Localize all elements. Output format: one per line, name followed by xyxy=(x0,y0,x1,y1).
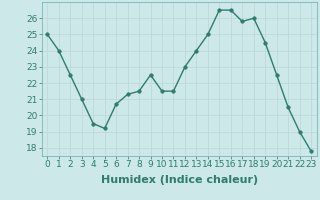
X-axis label: Humidex (Indice chaleur): Humidex (Indice chaleur) xyxy=(100,175,258,185)
